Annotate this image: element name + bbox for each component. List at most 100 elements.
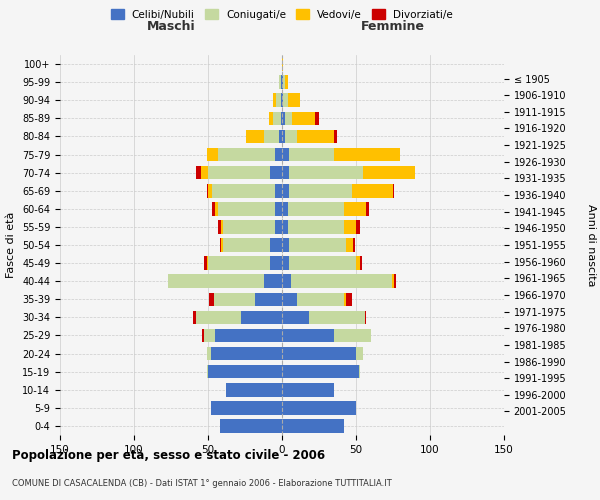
- Bar: [206, 347, 211, 360]
- Bar: [282, 347, 356, 360]
- Bar: [288, 220, 344, 234]
- Bar: [226, 383, 282, 396]
- Y-axis label: Fasce di età: Fasce di età: [7, 212, 16, 278]
- Bar: [352, 184, 393, 198]
- Bar: [364, 166, 415, 179]
- Bar: [212, 184, 275, 198]
- Bar: [282, 401, 356, 414]
- Bar: [212, 202, 215, 215]
- Bar: [206, 365, 208, 378]
- Bar: [273, 112, 281, 125]
- Bar: [282, 202, 288, 215]
- Bar: [273, 94, 276, 107]
- Bar: [344, 220, 356, 234]
- Bar: [276, 94, 281, 107]
- Bar: [281, 112, 282, 125]
- Text: COMUNE DI CASACALENDA (CB) - Dati ISTAT 1° gennaio 2006 - Elaborazione TUTTITALI: COMUNE DI CASACALENDA (CB) - Dati ISTAT …: [12, 478, 392, 488]
- Bar: [334, 328, 371, 342]
- Bar: [270, 166, 282, 179]
- Bar: [282, 419, 344, 432]
- Bar: [281, 94, 282, 107]
- Bar: [247, 130, 264, 143]
- Bar: [241, 310, 282, 324]
- Bar: [203, 256, 206, 270]
- Bar: [256, 292, 282, 306]
- Bar: [297, 292, 344, 306]
- Bar: [275, 184, 282, 198]
- Bar: [289, 238, 346, 252]
- Bar: [282, 238, 289, 252]
- Bar: [221, 238, 223, 252]
- Bar: [282, 328, 334, 342]
- Bar: [392, 274, 394, 288]
- Bar: [365, 310, 367, 324]
- Bar: [344, 202, 367, 215]
- Bar: [282, 76, 283, 89]
- Bar: [275, 202, 282, 215]
- Text: Popolazione per età, sesso e stato civile - 2006: Popolazione per età, sesso e stato civil…: [12, 450, 325, 462]
- Bar: [206, 256, 208, 270]
- Bar: [264, 130, 279, 143]
- Bar: [168, 274, 264, 288]
- Bar: [209, 292, 214, 306]
- Bar: [270, 238, 282, 252]
- Bar: [282, 383, 334, 396]
- Bar: [275, 148, 282, 162]
- Bar: [200, 166, 208, 179]
- Bar: [282, 58, 283, 71]
- Bar: [282, 112, 285, 125]
- Bar: [215, 328, 282, 342]
- Bar: [282, 365, 359, 378]
- Bar: [193, 310, 196, 324]
- Bar: [269, 112, 273, 125]
- Bar: [282, 220, 288, 234]
- Bar: [289, 166, 364, 179]
- Bar: [196, 166, 200, 179]
- Bar: [361, 256, 362, 270]
- Bar: [346, 238, 353, 252]
- Bar: [264, 274, 282, 288]
- Bar: [288, 202, 344, 215]
- Y-axis label: Anni di nascita: Anni di nascita: [586, 204, 596, 286]
- Bar: [394, 274, 396, 288]
- Bar: [279, 130, 282, 143]
- Bar: [208, 365, 282, 378]
- Bar: [223, 220, 275, 234]
- Bar: [297, 130, 334, 143]
- Bar: [221, 220, 223, 234]
- Bar: [220, 238, 221, 252]
- Text: Maschi: Maschi: [146, 20, 196, 33]
- Bar: [282, 94, 283, 107]
- Bar: [285, 76, 288, 89]
- Bar: [282, 310, 308, 324]
- Bar: [270, 256, 282, 270]
- Bar: [283, 94, 288, 107]
- Bar: [218, 220, 221, 234]
- Bar: [346, 292, 352, 306]
- Bar: [202, 328, 203, 342]
- Bar: [196, 310, 241, 324]
- Bar: [359, 365, 361, 378]
- Bar: [289, 256, 356, 270]
- Bar: [206, 148, 218, 162]
- Bar: [279, 76, 281, 89]
- Bar: [334, 130, 337, 143]
- Bar: [356, 256, 361, 270]
- Bar: [282, 166, 289, 179]
- Bar: [292, 112, 314, 125]
- Bar: [218, 148, 275, 162]
- Bar: [288, 94, 300, 107]
- Bar: [282, 274, 291, 288]
- Bar: [393, 184, 394, 198]
- Bar: [208, 256, 270, 270]
- Bar: [334, 148, 400, 162]
- Bar: [218, 202, 275, 215]
- Bar: [353, 238, 355, 252]
- Bar: [211, 401, 282, 414]
- Bar: [282, 184, 289, 198]
- Bar: [223, 238, 270, 252]
- Bar: [291, 274, 392, 288]
- Bar: [308, 310, 365, 324]
- Bar: [282, 148, 289, 162]
- Bar: [215, 202, 218, 215]
